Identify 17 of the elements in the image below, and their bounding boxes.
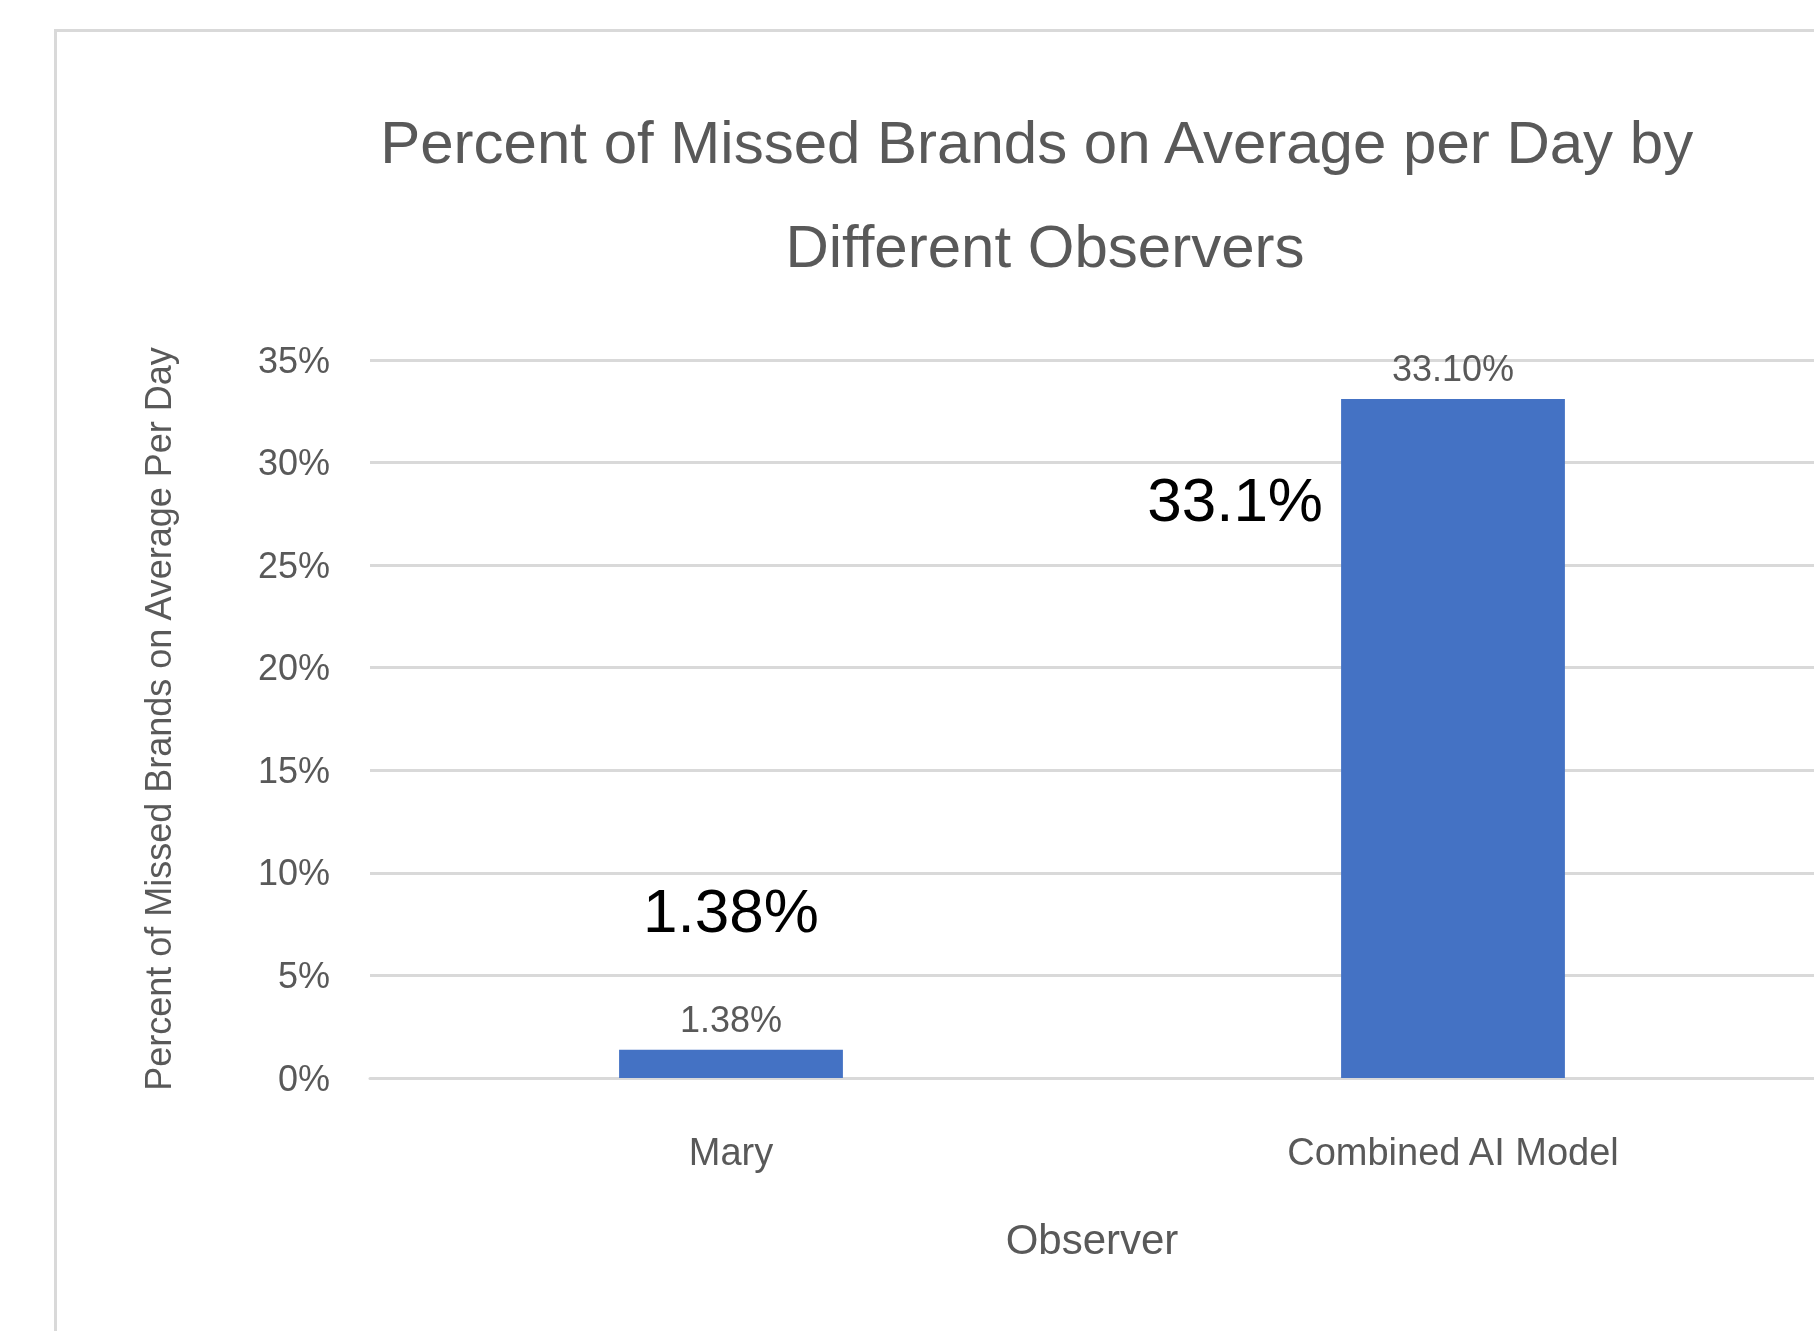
y-tick-label: 15%	[257, 749, 330, 791]
x-tick-label: Combined AI Model	[1287, 1131, 1619, 1173]
y-tick-label: 25%	[257, 544, 330, 586]
annotation: 33.1%	[1147, 465, 1323, 535]
y-tick-label: 20%	[257, 647, 330, 689]
y-axis-title: Percent of Missed Brands on Average Per Day	[137, 347, 179, 1091]
y-tick-label: 35%	[257, 339, 330, 381]
y-tick-label: 10%	[257, 852, 330, 894]
y-tick-label: 30%	[257, 442, 330, 484]
data-label: 1.38%	[679, 999, 783, 1041]
chart-title: Percent of Missed Brands on Average per Day by Different Observers	[380, 108, 1710, 280]
y-tick-label: 5%	[277, 954, 330, 996]
y-tick-label: 0%	[277, 1057, 330, 1099]
x-tick-label: Mary	[688, 1131, 774, 1173]
data-label: 33.10%	[1391, 348, 1515, 390]
annotation: 1.38%	[643, 876, 819, 946]
x-axis-title: Observer	[1005, 1215, 1179, 1263]
